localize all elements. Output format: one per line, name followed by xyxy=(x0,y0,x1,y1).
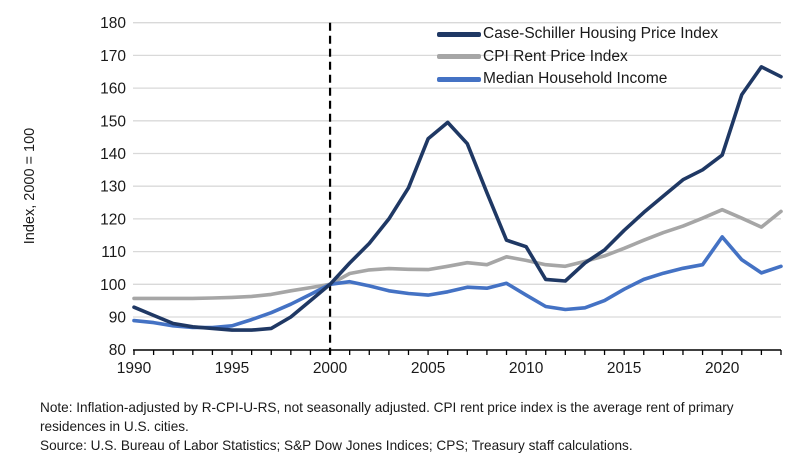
legend-label-median-income: Median Household Income xyxy=(483,70,668,88)
y-tick-label: 140 xyxy=(100,146,126,163)
line-chart-canvas: 80 90 100 110 120 130 140 150 160 170 180 1990 1995 2… xyxy=(100,15,783,377)
series-line-1 xyxy=(132,207,783,301)
x-tick-label: 2020 xyxy=(705,360,740,377)
legend-swatch-case-shiller xyxy=(437,31,481,37)
x-tick-label: 2010 xyxy=(509,360,544,377)
legend-item-case-shiller: Case-Schiller Housing Price Index xyxy=(437,23,718,46)
y-tick-label: 120 xyxy=(100,211,126,228)
y-tick-label: 150 xyxy=(100,113,126,130)
y-tick-label: 90 xyxy=(109,310,127,327)
x-tick-label: 2005 xyxy=(411,360,445,377)
y-tick-label: 100 xyxy=(100,277,126,294)
legend-label-cpi-rent: CPI Rent Price Index xyxy=(483,47,628,65)
y-tick-label: 160 xyxy=(100,81,126,98)
legend-swatch-cpi-rent xyxy=(437,54,481,60)
x-tick-label: 1990 xyxy=(117,360,152,377)
series-line-2 xyxy=(132,235,783,330)
y-tick-label: 80 xyxy=(109,342,127,359)
footnotes: Note: Inflation-adjusted by R-CPI-U-RS, … xyxy=(40,399,792,455)
legend-item-median-income: Median Household Income xyxy=(437,68,718,91)
y-axis-title: Index, 2000 = 100 xyxy=(22,127,38,245)
x-tick-label: 1995 xyxy=(215,360,249,377)
y-tick-label: 110 xyxy=(101,244,126,261)
legend-label-case-shiller: Case-Schiller Housing Price Index xyxy=(483,25,719,43)
note-text: Note: Inflation-adjusted by R-CPI-U-RS, … xyxy=(40,400,734,434)
x-tick-label: 2000 xyxy=(313,360,348,377)
y-tick-label: 170 xyxy=(100,48,126,65)
y-tick-label: 130 xyxy=(100,179,126,196)
legend: Case-Schiller Housing Price Index CPI Re… xyxy=(437,23,718,91)
series-line-0 xyxy=(132,65,783,332)
legend-item-cpi-rent: CPI Rent Price Index xyxy=(437,46,718,69)
x-tick-label: 2015 xyxy=(607,360,641,377)
source-text: Source: U.S. Bureau of Labor Statistics;… xyxy=(40,437,633,453)
legend-swatch-median-income xyxy=(437,76,481,82)
y-tick-label: 180 xyxy=(100,15,126,32)
